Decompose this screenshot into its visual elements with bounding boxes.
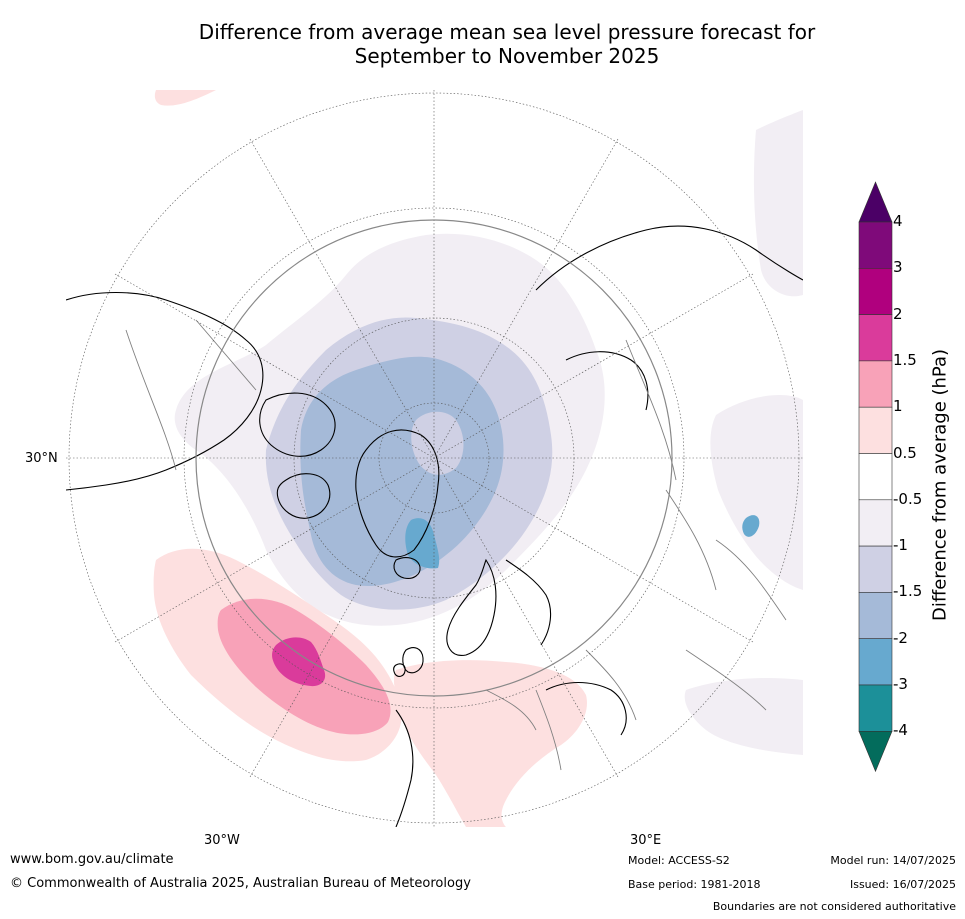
colorbar-segment	[858, 221, 893, 269]
footer-copyright: © Commonwealth of Australia 2025, Austra…	[10, 876, 471, 891]
grid-label-30w: 30°W	[204, 833, 240, 848]
anomaly-neg2-east-greenland	[405, 518, 440, 569]
footer-model: Model: ACCESS-S2	[628, 854, 730, 867]
coast-greenland	[355, 429, 440, 558]
graticule	[66, 90, 803, 827]
anomaly-pos05-europe-mediterranean	[393, 660, 587, 827]
colorbar-segment	[858, 268, 893, 315]
title-line-1: Difference from average mean sea level p…	[198, 20, 816, 44]
grid-label-30n: 30°N	[25, 451, 58, 466]
colorbar-tick-label: -1	[893, 536, 908, 555]
colorbar-tick-label: -4	[893, 721, 908, 740]
anomaly-neg15-arctic	[300, 356, 504, 586]
colorbar-tick-label: 0.5	[893, 443, 917, 462]
footer-issued: Issued: 16/07/2025	[849, 878, 956, 891]
footer-base-period: Base period: 1981-2018	[628, 878, 761, 891]
title-line-2: September to November 2025	[354, 44, 660, 68]
colorbar-segment	[858, 684, 893, 732]
colorbar-tick-label: -0.5	[893, 489, 923, 508]
grid-label-30e: 30°E	[630, 833, 662, 848]
footer-website[interactable]: www.bom.gov.au/climate	[10, 852, 174, 867]
colorbar-tick-label: -2	[893, 628, 908, 647]
country-borders	[125, 319, 787, 771]
coastlines	[66, 225, 803, 827]
colorbar-tick-label: 4	[893, 212, 903, 230]
forecast-map	[66, 90, 803, 827]
colorbar-tick-label: -1.5	[893, 582, 923, 601]
colorbar-tick-label: -3	[893, 675, 908, 693]
colorbar-bottom-arrow	[858, 730, 893, 773]
colorbar	[858, 181, 893, 773]
anomaly-pos15-core	[272, 637, 326, 687]
coast-iceland	[393, 557, 421, 579]
colorbar-segment	[858, 453, 893, 501]
colorbar-top-arrow	[858, 181, 893, 223]
colorbar-segment	[858, 406, 893, 454]
colorbar-tick-label: 1	[893, 397, 903, 416]
coast-north-america	[66, 292, 264, 491]
coast-scandinavia	[446, 558, 497, 656]
footer-model-run: Model run: 14/07/2025	[830, 854, 956, 867]
colorbar-segment	[858, 360, 893, 408]
chart-title: Difference from average mean sea level p…	[0, 20, 965, 68]
colorbar-title: Difference from average (hPa)	[929, 348, 951, 622]
colorbar-segment	[858, 545, 893, 593]
coast-british-isles	[393, 647, 424, 677]
colorbar-segment	[858, 592, 893, 639]
anomaly-neg1-basin-core	[411, 411, 464, 475]
arctic-circle-ring	[195, 219, 673, 697]
colorbar-segment	[858, 314, 893, 362]
colorbar-tick-label: 1.5	[893, 350, 917, 369]
colorbar-tick-label: 2	[893, 304, 903, 323]
coast-eurasia	[395, 225, 803, 827]
colorbar-segment	[858, 499, 893, 547]
coast-canada-archipelago	[259, 392, 336, 519]
colorbar-tick-label: 3	[893, 258, 903, 277]
footer-disclaimer: Boundaries are not considered authoritat…	[712, 900, 956, 913]
anomaly-shading	[153, 90, 803, 827]
colorbar-segment	[858, 638, 893, 686]
